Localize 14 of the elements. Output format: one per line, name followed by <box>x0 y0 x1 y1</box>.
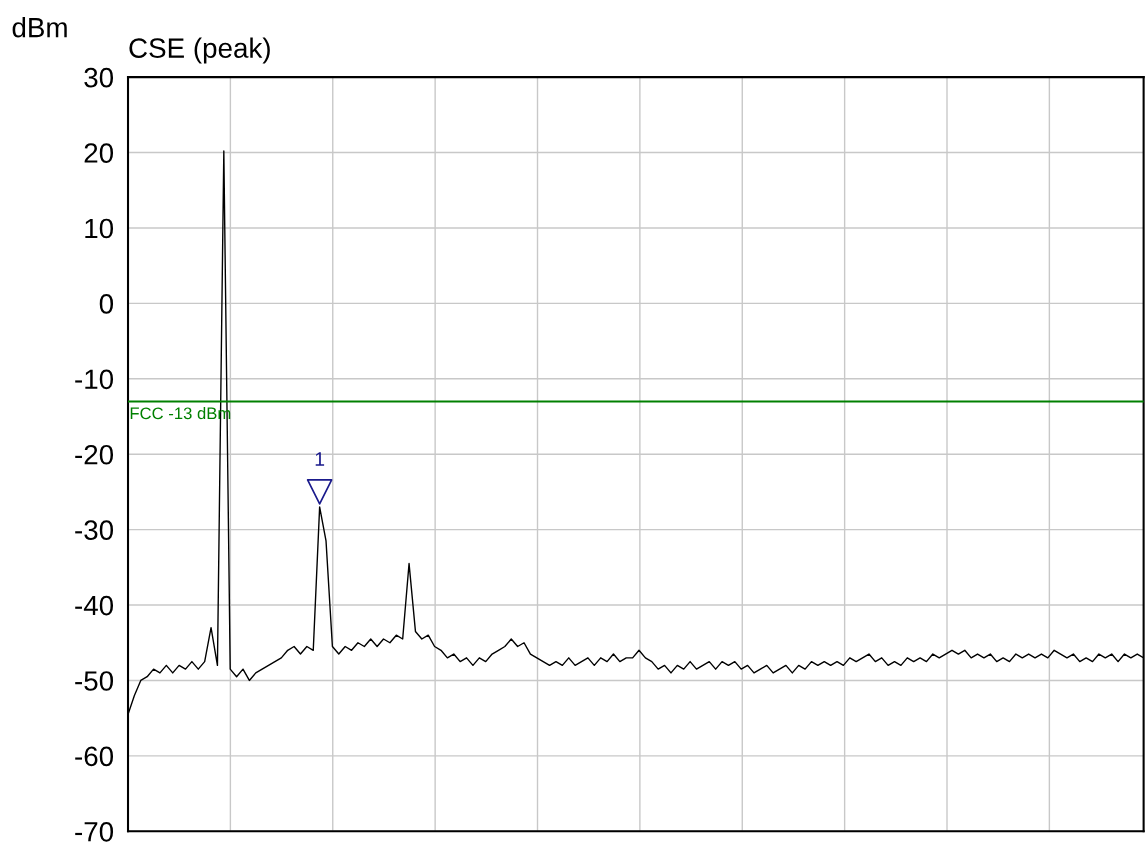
y-tick-label: -30 <box>75 520 114 540</box>
y-tick-label: -40 <box>75 595 114 616</box>
y-tick-label: 20 <box>84 143 114 163</box>
y-tick-label: -10 <box>75 369 114 390</box>
chart-title: CSE (peak) <box>129 37 270 64</box>
y-tick-label: 10 <box>85 218 114 239</box>
y-tick-label: 30 <box>84 67 114 88</box>
y-axis-title: dBm <box>12 17 67 38</box>
y-tick-label: -50 <box>75 671 114 691</box>
y-tick-label: -70 <box>75 821 114 842</box>
annotation: 1 <box>315 452 325 466</box>
y-tick-label: -20 <box>75 444 114 465</box>
y-tick-label: -60 <box>75 746 114 767</box>
y-tick-label: 0 <box>99 294 114 314</box>
